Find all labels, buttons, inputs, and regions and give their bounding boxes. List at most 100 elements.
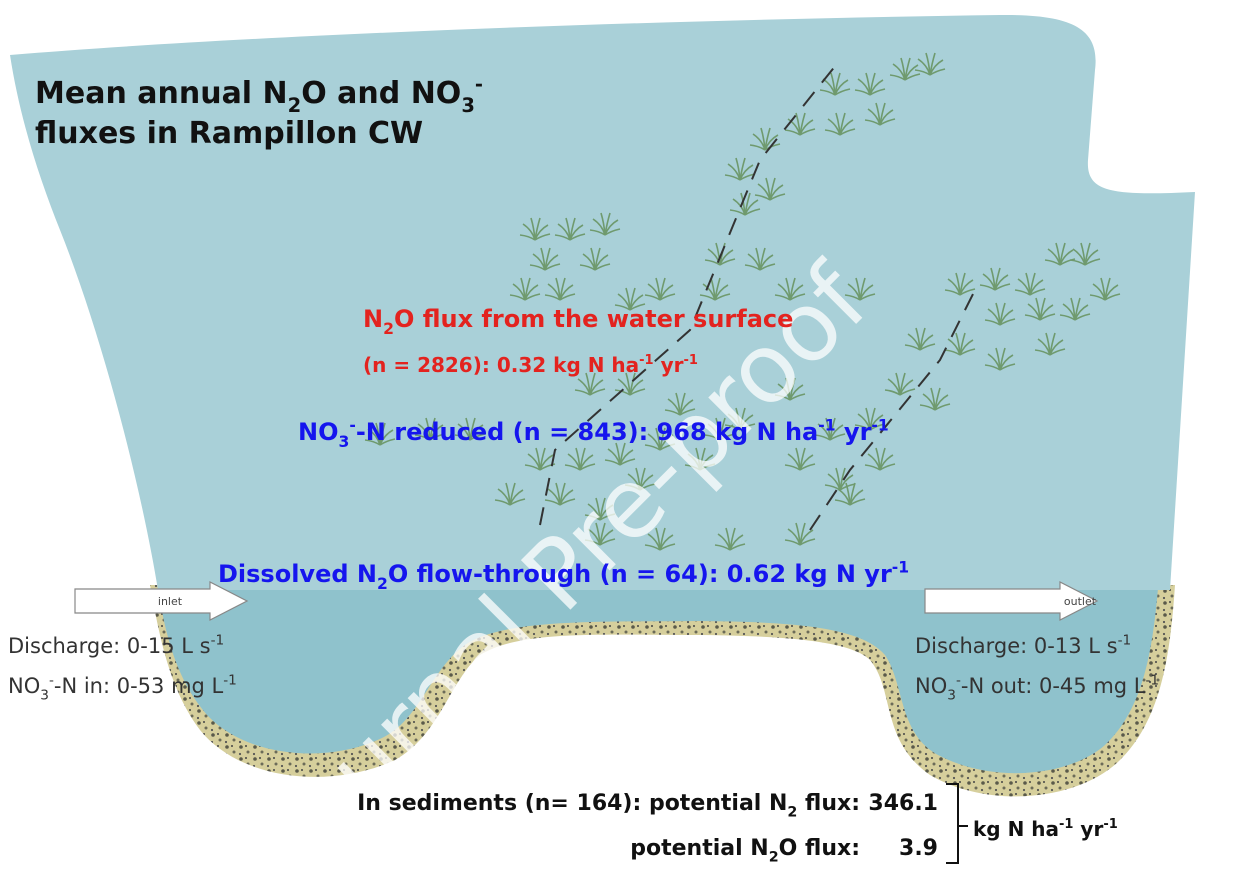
inlet-discharge: Discharge: 0-15 L s-1 (8, 633, 224, 658)
transect (809, 289, 976, 531)
transects (539, 59, 976, 531)
leaf (744, 208, 761, 216)
leaf (534, 233, 551, 241)
leaf (544, 254, 559, 271)
text-run: fluxes in Rampillon CW (35, 116, 423, 151)
leaf (719, 249, 734, 266)
leaf (799, 454, 814, 471)
plant (854, 72, 886, 96)
script-text: 3 (461, 94, 475, 117)
leaf (659, 434, 674, 451)
leaf (659, 443, 676, 451)
leaf (524, 284, 539, 301)
leaf (919, 343, 936, 351)
leaf (729, 534, 744, 551)
leaf (869, 414, 884, 431)
leaf (994, 283, 1011, 291)
plant (1069, 242, 1101, 266)
leaf (529, 264, 546, 271)
leaf (1104, 284, 1119, 301)
leaf (849, 489, 864, 506)
leaf (799, 463, 816, 471)
leaf (589, 388, 606, 396)
leaf (554, 234, 571, 241)
text-run: flux: (797, 791, 860, 816)
leaf (739, 423, 756, 431)
text-run: Dissolved N (218, 560, 377, 588)
leaf (579, 463, 596, 471)
leaf (469, 424, 484, 441)
leaf (869, 88, 886, 96)
leaf (684, 464, 701, 471)
leaf (544, 263, 561, 271)
leaf (539, 463, 556, 471)
leaf (904, 64, 919, 81)
leaf (899, 379, 914, 396)
sediment-label: potential N2O flux: (630, 836, 860, 866)
plant (579, 247, 611, 271)
leaf (594, 263, 611, 271)
plant (864, 447, 896, 471)
leaf (884, 389, 901, 396)
script-text: 2 (377, 575, 388, 593)
plant (1034, 332, 1066, 356)
leaf (764, 134, 779, 151)
leaf (1104, 293, 1121, 301)
leaf (644, 444, 661, 451)
plant (1059, 297, 1091, 321)
leaf (829, 424, 844, 441)
plant (714, 527, 746, 551)
script-text: 2 (383, 320, 394, 338)
plant (724, 407, 756, 431)
leaf (769, 184, 784, 201)
outlet-nitrate: NO3--N out: 0-45 mg L-1 (915, 673, 1159, 704)
leaf (759, 254, 774, 271)
text-run: yr (1073, 817, 1103, 841)
leaf (999, 354, 1014, 371)
plant (544, 482, 576, 506)
leaf (979, 284, 996, 291)
plant (664, 392, 696, 416)
leaf (579, 454, 594, 471)
plant (944, 332, 976, 356)
text-run: NO (8, 674, 40, 698)
leaf (879, 463, 896, 471)
text-run: kg N ha (973, 817, 1059, 841)
plant (414, 417, 446, 441)
leaf (919, 404, 936, 411)
plant (754, 177, 786, 201)
leaf (839, 474, 854, 491)
script-text: 3 (40, 687, 49, 703)
leaf (879, 454, 894, 471)
leaf (559, 293, 576, 301)
leaf (639, 483, 656, 491)
dissolved-flow: Dissolved N2O flow-through (n = 64): 0.6… (218, 558, 909, 593)
leaf (1029, 288, 1046, 296)
plant (589, 212, 621, 236)
leaf (639, 474, 654, 491)
plant (454, 417, 486, 441)
text-run: In sediments (n= 164): potential N (357, 791, 787, 816)
leaf (599, 538, 616, 546)
leaf (789, 293, 806, 301)
leaf (739, 164, 754, 181)
script-text: 3 (947, 687, 956, 703)
leaf (839, 119, 854, 136)
text-run: -N in: 0-53 mg L (54, 674, 224, 698)
leaf (1024, 314, 1041, 321)
leaf (1039, 313, 1056, 321)
leaf (774, 394, 791, 401)
leaf (754, 194, 771, 201)
text-run: yr (654, 353, 684, 377)
outlet-discharge: Discharge: 0-13 L s-1 (915, 633, 1131, 658)
leaf (569, 224, 584, 241)
script-text: -1 (211, 633, 225, 649)
leaf (819, 89, 836, 96)
script-text: -1 (818, 416, 835, 434)
leaf (899, 388, 916, 396)
leaf (744, 199, 759, 216)
leaf (629, 388, 646, 396)
surface-flux-value: (n = 2826): 0.32 kg N ha-1 yr-1 (363, 353, 698, 377)
leaf (1049, 339, 1064, 356)
leaf (959, 348, 976, 356)
